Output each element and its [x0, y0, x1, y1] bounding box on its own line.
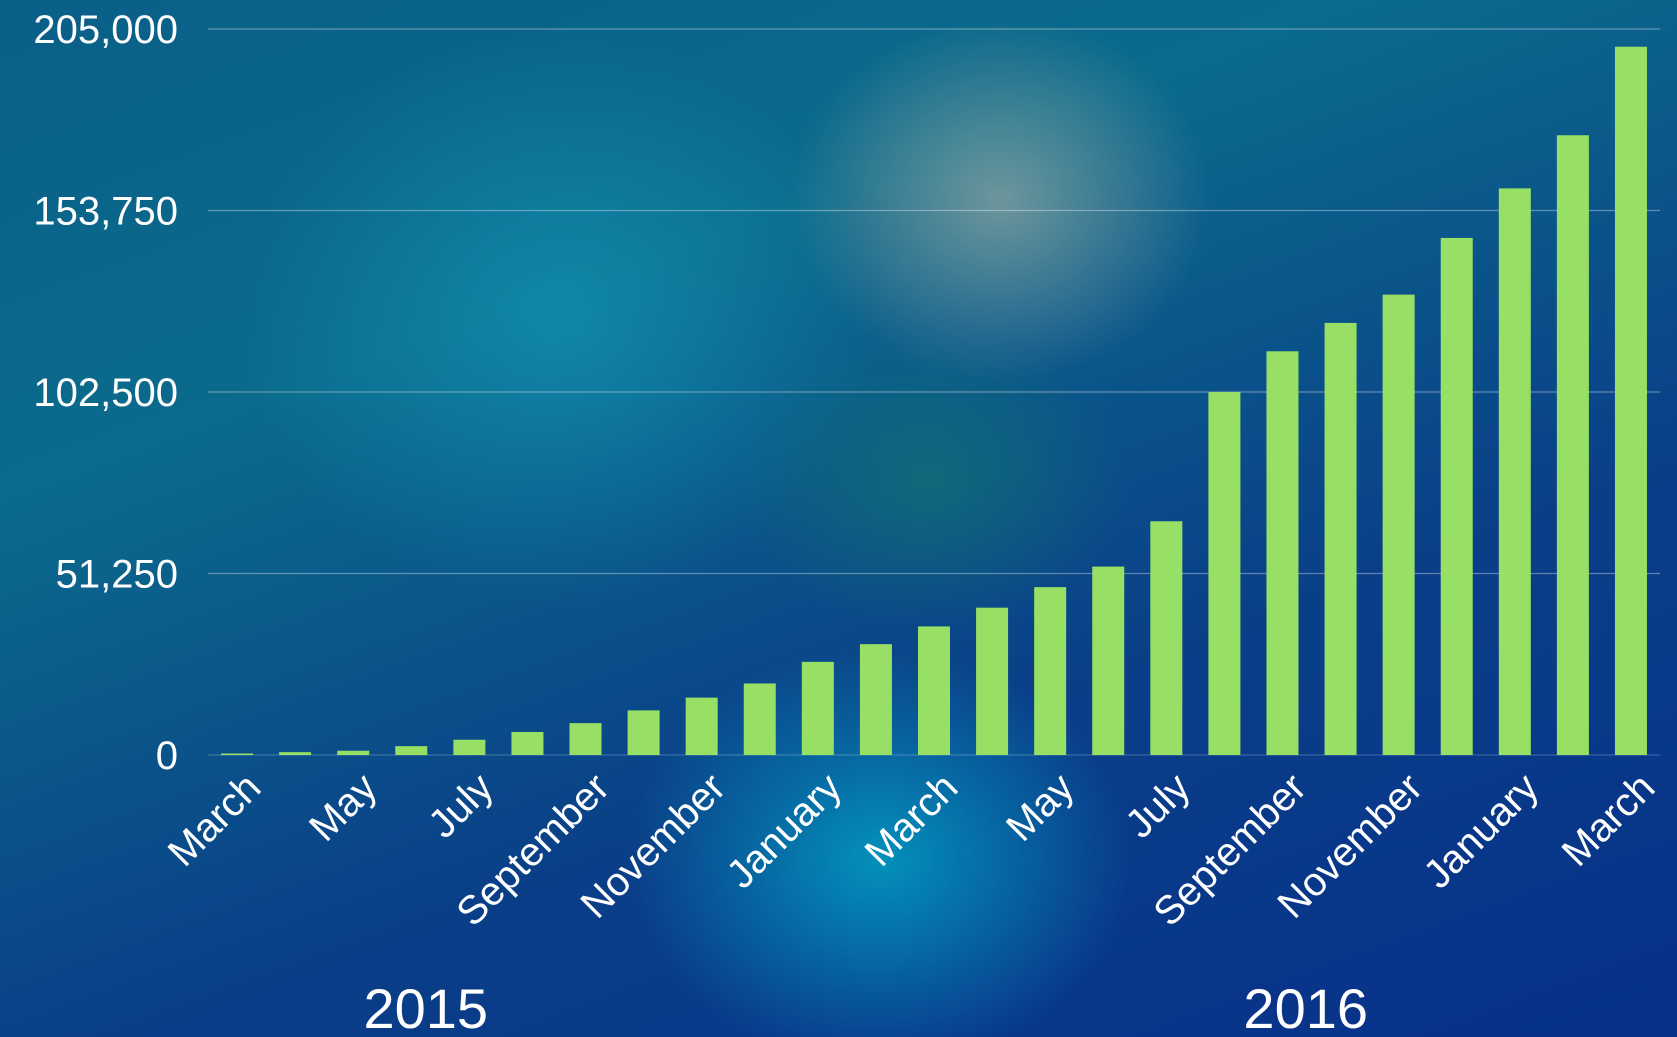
- bar: [1208, 392, 1241, 755]
- y-tick-label: 153,750: [33, 190, 178, 234]
- bar: [1324, 322, 1357, 755]
- bar: [279, 752, 312, 755]
- y-tick-label: 0: [156, 734, 178, 778]
- bar: [743, 683, 776, 755]
- x-tick-label: January: [718, 765, 850, 897]
- bar: [1440, 237, 1473, 755]
- bar: [511, 731, 544, 755]
- bar: [1382, 294, 1415, 755]
- x-tick-label: January: [1415, 765, 1547, 897]
- bar: [395, 746, 428, 755]
- x-tick-label: July: [420, 765, 501, 846]
- bar: [569, 723, 602, 755]
- bar: [859, 644, 892, 755]
- x-tick-label: May: [301, 765, 386, 850]
- bar: [685, 697, 718, 755]
- y-tick-label: 205,000: [33, 8, 178, 52]
- x-tick-label: May: [998, 765, 1083, 850]
- bar: [1150, 521, 1183, 755]
- x-tick-label: March: [857, 765, 967, 875]
- bar: [1092, 566, 1125, 755]
- year-label: 2016: [1243, 977, 1368, 1037]
- y-axis-tick-labels: 0 51,250 102,500 153,750 205,000: [33, 8, 178, 778]
- bar: [1266, 351, 1299, 755]
- y-tick-label: 51,250: [56, 553, 178, 597]
- bar: [801, 661, 834, 755]
- x-tick-label: March: [160, 765, 270, 875]
- year-labels: 2015 2016: [364, 977, 1368, 1037]
- bar: [1034, 587, 1067, 755]
- bar: [1498, 188, 1531, 756]
- x-tick-label: July: [1117, 765, 1198, 846]
- bar: [1556, 135, 1589, 755]
- bar: [453, 739, 486, 755]
- bar: [918, 626, 950, 755]
- bar: [337, 750, 370, 755]
- bar: [221, 753, 254, 755]
- x-tick-label: March: [1554, 765, 1664, 875]
- bar: [1614, 46, 1647, 755]
- bars: [221, 46, 1647, 756]
- bar: [976, 607, 1009, 755]
- y-tick-label: 102,500: [33, 371, 178, 415]
- year-label: 2015: [364, 977, 489, 1037]
- bar: [627, 710, 660, 755]
